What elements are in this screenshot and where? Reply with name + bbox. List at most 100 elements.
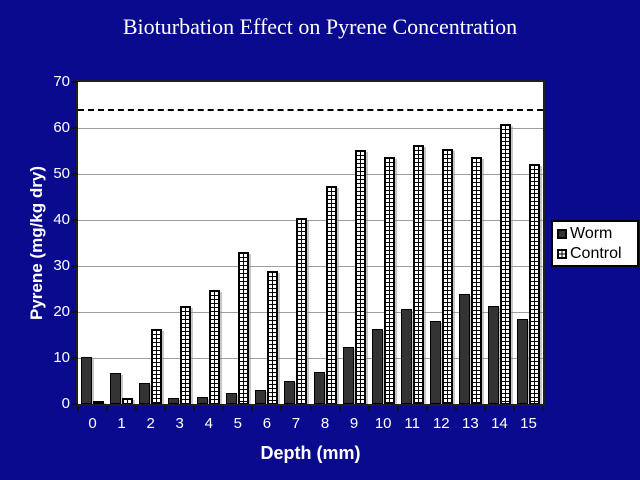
y-tick-label: 20 [53,303,70,320]
plot-area [78,82,543,404]
y-tick-label: 50 [53,165,70,182]
x-tick-label: 11 [404,415,420,432]
x-tick [338,406,341,411]
x-tick-label: 12 [432,415,450,432]
y-tick-label: 10 [53,349,70,366]
y-tick [71,265,78,267]
y-tick [71,127,78,129]
gridline [78,173,543,175]
x-tick-label: 15 [520,415,537,432]
bar-worm-7 [284,381,296,404]
x-tick [193,406,196,411]
x-tick [309,406,312,411]
x-tick-label: 2 [146,415,155,432]
bar-control-15 [528,163,540,404]
bar-control-8 [325,186,337,404]
legend-label-control: Control [570,244,622,262]
bar-worm-6 [255,389,267,404]
x-tick-label: 10 [374,415,392,432]
bar-worm-5 [226,393,238,404]
legend-item-worm: Worm [553,224,637,244]
x-tick [164,406,167,411]
gridline [78,357,543,359]
x-tick-label: 3 [175,415,184,432]
gridline [78,219,543,221]
bar-control-7 [296,217,308,404]
bar-worm-3 [168,398,180,404]
y-tick-label: 0 [61,395,70,412]
control-swatch-icon [557,248,567,259]
bar-control-3 [180,305,192,404]
x-tick-label: 4 [204,415,213,432]
y-axis-title: Pyrene (mg/kg dry) [27,166,46,320]
x-tick-label: 5 [233,415,243,432]
y-tick [71,173,78,175]
bar-worm-12 [429,321,441,404]
bar-control-1 [122,398,134,404]
gridline [78,127,543,129]
bar-worm-9 [342,347,354,404]
bar-worm-14 [487,306,499,404]
legend-item-control: Control [553,244,637,264]
bar-control-10 [383,156,395,404]
x-tick [251,406,254,411]
bar-worm-4 [197,396,209,404]
bar-worm-0 [81,357,93,404]
y-tick [71,81,78,83]
x-tick [367,406,370,411]
bar-control-5 [238,252,250,404]
bar-worm-13 [458,293,470,404]
bar-control-13 [470,156,482,404]
bar-worm-8 [313,371,325,404]
y-tick-label: 30 [53,257,70,274]
gridline [78,265,543,267]
x-tick [280,406,283,411]
x-tick-label: 6 [262,415,272,432]
bar-worm-10 [371,328,383,404]
legend: Worm Control [551,220,639,267]
x-tick [483,406,486,411]
x-tick-label: 7 [291,415,301,432]
x-tick-label: 1 [117,415,126,432]
x-tick [222,406,225,411]
x-axis-title: Depth (mm) [260,443,361,463]
y-tick [71,403,78,405]
x-tick [77,406,79,411]
x-tick-label: 14 [491,415,508,432]
y-tick-label: 70 [53,73,70,90]
bar-worm-1 [110,373,122,404]
reference-line [78,108,543,111]
bar-worm-11 [400,308,412,404]
x-tick-label: 9 [349,415,359,432]
legend-label-worm: Worm [570,224,613,242]
y-tick [71,357,78,359]
x-tick [135,406,138,411]
x-tick [396,406,399,411]
x-tick [425,406,428,411]
bar-control-6 [267,270,279,404]
x-tick-label: 8 [320,415,330,432]
bar-control-9 [354,150,366,404]
bar-control-14 [499,124,511,404]
bar-control-2 [151,328,163,404]
worm-swatch-icon [557,228,567,239]
bar-control-11 [412,145,424,404]
x-tick [512,406,515,411]
bar-control-0 [93,401,105,404]
x-tick-label: 13 [462,415,479,432]
x-tick-label: 0 [88,415,97,432]
y-tick [71,219,78,221]
bar-control-12 [441,148,453,404]
gridline [78,311,543,313]
chart-title: Bioturbation Effect on Pyrene Concentrat… [122,14,518,39]
x-tick [106,406,109,411]
bar-control-4 [209,289,221,404]
y-tick-label: 40 [53,211,70,228]
bar-worm-2 [139,382,151,404]
x-tick [542,406,544,411]
y-tick-label: 60 [53,119,70,136]
y-tick [71,311,78,313]
x-tick [454,406,457,411]
bar-worm-15 [516,319,528,404]
